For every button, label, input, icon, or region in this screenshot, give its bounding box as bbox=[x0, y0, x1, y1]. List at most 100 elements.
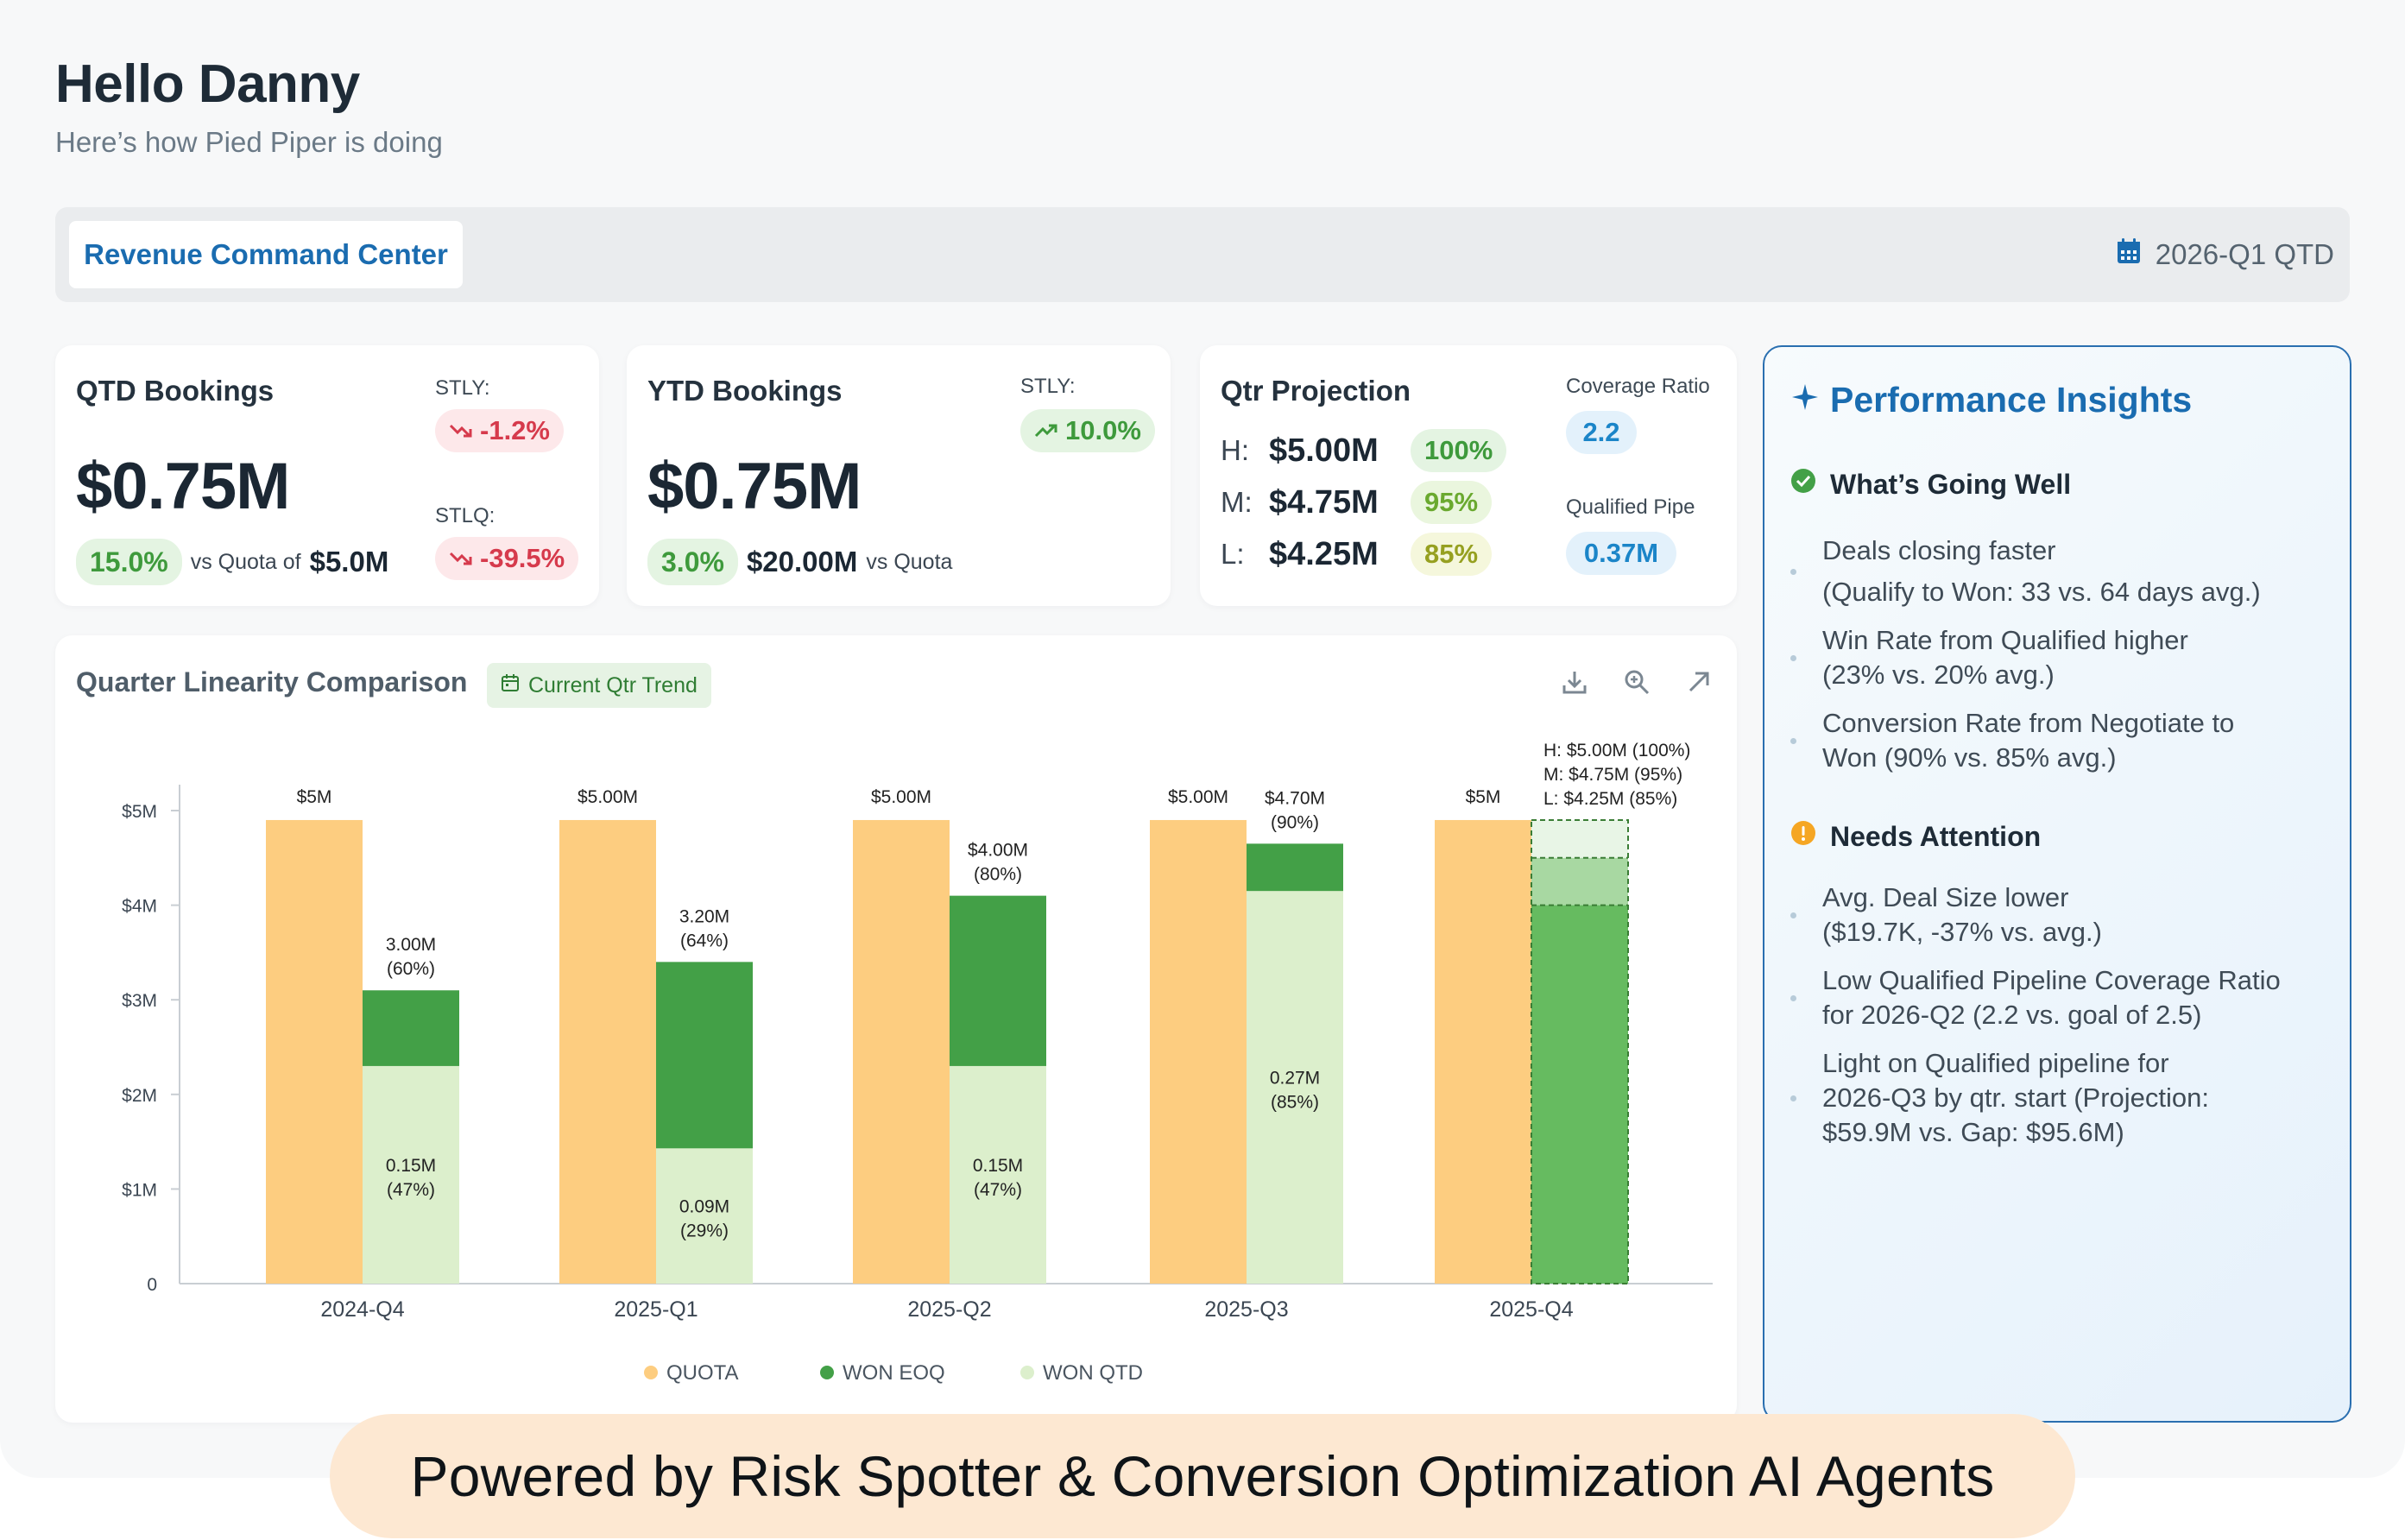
ytd-stly-badge: 10.0% bbox=[1020, 409, 1155, 452]
projection-row-high: H: $5.00M 100% bbox=[1221, 426, 1507, 475]
quarter-linearity-card: Quarter Linearity Comparison Current Qtr… bbox=[55, 635, 1737, 1423]
expand-icon[interactable] bbox=[1685, 668, 1713, 700]
x-tick-label: 2025-Q2 bbox=[907, 1297, 991, 1322]
quota-label: $5M bbox=[297, 787, 332, 807]
bar-quota bbox=[266, 819, 363, 1284]
coverage-ratio-label: Coverage Ratio bbox=[1566, 375, 1710, 398]
warning-circle-icon bbox=[1790, 820, 1816, 853]
y-tick-label: $4M bbox=[122, 897, 157, 917]
x-tick-label: 2025-Q4 bbox=[1489, 1297, 1573, 1322]
qtr-projection-card: Qtr Projection H: $5.00M 100% M: $4.75M … bbox=[1200, 345, 1737, 606]
bar-quota bbox=[853, 819, 950, 1284]
qtd-stly-label: STLY: bbox=[435, 376, 490, 400]
page-title: Hello Danny bbox=[55, 54, 360, 114]
insight-attention-1: Avg. Deal Size lower ($19.7K, -37% vs. a… bbox=[1790, 880, 2343, 950]
qtd-quota: $5.0M bbox=[309, 546, 389, 578]
insight-well-2: Win Rate from Qualified higher (23% vs. … bbox=[1790, 623, 2343, 692]
projection-outline bbox=[1531, 818, 1629, 1284]
going-well-heading: What’s Going Well bbox=[1790, 468, 2071, 501]
y-tick-label: 0 bbox=[147, 1275, 157, 1295]
y-tick-label: $3M bbox=[122, 991, 157, 1011]
legend-label: WON QTD bbox=[1043, 1361, 1143, 1385]
current-qtr-trend-button[interactable]: Current Qtr Trend bbox=[487, 663, 711, 708]
qtd-label: 0.15M bbox=[386, 1156, 436, 1176]
ytd-vs-quota-label: vs Quota bbox=[866, 549, 953, 574]
x-tick-label: 2024-Q4 bbox=[320, 1297, 404, 1322]
x-tick-label: 2025-Q1 bbox=[614, 1297, 698, 1322]
bar-won-qtd bbox=[950, 1065, 1046, 1284]
qtd-quota-pct: 15.0% bbox=[76, 539, 182, 585]
legend-swatch bbox=[820, 1366, 834, 1379]
legend-swatch bbox=[644, 1366, 658, 1379]
trend-up-icon bbox=[1034, 424, 1057, 438]
qtd-stly-badge: -1.2% bbox=[435, 409, 564, 452]
calendar-icon bbox=[2116, 237, 2142, 272]
powered-by-banner: Powered by Risk Spotter & Conversion Opt… bbox=[330, 1414, 2075, 1538]
chart-tools bbox=[1561, 668, 1713, 700]
bar-quota bbox=[1435, 819, 1531, 1284]
eoq-pct-label: (90%) bbox=[1271, 812, 1319, 832]
projection-label: M: $4.75M (95%) bbox=[1543, 765, 1682, 785]
coverage-ratio-value: 2.2 bbox=[1566, 411, 1637, 454]
projection-title: Qtr Projection bbox=[1221, 375, 1411, 407]
projection-low-band bbox=[1531, 905, 1628, 1284]
legend-swatch bbox=[1020, 1366, 1034, 1379]
qtd-stlq-label: STLQ: bbox=[435, 504, 496, 527]
period-label: 2026-Q1 QTD bbox=[2155, 238, 2334, 270]
ytd-title: YTD Bookings bbox=[647, 375, 843, 407]
ytd-quota: $20.00M bbox=[746, 546, 858, 578]
qtd-pct-label: (29%) bbox=[680, 1221, 729, 1241]
x-tick-label: 2025-Q3 bbox=[1204, 1297, 1288, 1322]
period-selector[interactable]: 2026-Q1 QTD bbox=[2116, 207, 2334, 302]
page-subtitle: Here’s how Pied Piper is doing bbox=[55, 126, 443, 158]
quota-label: $5.00M bbox=[578, 787, 638, 807]
y-tick-label: $2M bbox=[122, 1086, 157, 1106]
trend-label: Current Qtr Trend bbox=[528, 672, 698, 697]
projection-label: H: $5.00M (100%) bbox=[1543, 741, 1690, 761]
projection-label: L: $4.25M (85%) bbox=[1543, 789, 1677, 809]
qualified-pipe-value: 0.37M bbox=[1566, 532, 1676, 575]
qtd-label: 0.27M bbox=[1270, 1069, 1320, 1089]
check-circle-icon bbox=[1790, 468, 1816, 501]
eoq-label: $4.00M bbox=[968, 841, 1028, 861]
bar-quota bbox=[559, 819, 656, 1284]
eoq-pct-label: (60%) bbox=[387, 959, 435, 979]
qtd-quota-row: 15.0% vs Quota of $5.0M bbox=[76, 539, 388, 585]
insight-attention-2: Low Qualified Pipeline Coverage Ratio fo… bbox=[1790, 963, 2343, 1032]
ytd-stly-label: STLY: bbox=[1020, 375, 1076, 398]
qtd-label: 0.15M bbox=[973, 1156, 1023, 1176]
ytd-bookings-card: YTD Bookings $0.75M 3.0% $20.00M vs Quot… bbox=[627, 345, 1171, 606]
eoq-label: 3.20M bbox=[679, 906, 729, 926]
insight-well-1: Deals closing faster (Qualify to Won: 33… bbox=[1790, 530, 2343, 613]
qtd-stlq-badge: -39.5% bbox=[435, 537, 579, 580]
qtd-title: QTD Bookings bbox=[76, 375, 275, 407]
y-tick-label: $5M bbox=[122, 802, 157, 822]
y-tick-label: $1M bbox=[122, 1180, 157, 1200]
qtd-pct-label: (47%) bbox=[387, 1180, 435, 1200]
dashboard-page: Hello Danny Here’s how Pied Piper is doi… bbox=[55, 54, 2351, 1423]
bar-won-qtd bbox=[1247, 891, 1343, 1284]
ytd-quota-pct: 3.0% bbox=[647, 539, 738, 585]
ytd-value: $0.75M bbox=[647, 450, 862, 523]
bar-won-qtd bbox=[656, 1148, 753, 1284]
qtd-vs-quota-label: vs Quota of bbox=[190, 549, 301, 574]
chart-title: Quarter Linearity Comparison bbox=[76, 666, 468, 697]
tab-revenue-command-center[interactable]: Revenue Command Center bbox=[69, 221, 463, 288]
toolbar: Revenue Command Center 2026-Q1 QTD bbox=[55, 207, 2350, 302]
trend-down-icon bbox=[449, 424, 472, 438]
legend-label: WON EOQ bbox=[843, 1361, 945, 1385]
download-icon[interactable] bbox=[1561, 668, 1588, 700]
linearity-chart: 0 $1M $2M $3M $4M $5M $5M 3.00M (60%) 0.15M (47%) 2… bbox=[122, 741, 1713, 1385]
trend-down-icon bbox=[449, 552, 472, 565]
qtd-pct-label: (85%) bbox=[1271, 1093, 1319, 1113]
eoq-pct-label: (80%) bbox=[974, 865, 1022, 885]
qtd-label: 0.09M bbox=[679, 1197, 729, 1217]
bar-quota bbox=[1150, 819, 1247, 1284]
calendar-icon bbox=[501, 673, 520, 698]
sparkle-icon bbox=[1790, 380, 1820, 420]
insight-well-3: Conversion Rate from Negotiate to Won (9… bbox=[1790, 706, 2343, 775]
eoq-label: 3.00M bbox=[386, 935, 436, 955]
projection-mid-band bbox=[1531, 857, 1628, 906]
zoom-icon[interactable] bbox=[1623, 668, 1651, 700]
eoq-pct-label: (64%) bbox=[680, 931, 729, 950]
